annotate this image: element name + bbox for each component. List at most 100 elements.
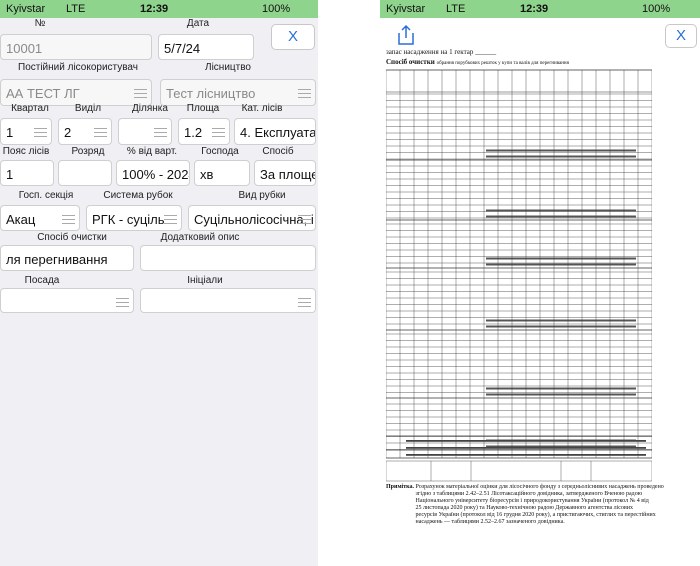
icon-line: [134, 93, 147, 94]
list-icon: [164, 215, 177, 227]
total-row: [486, 445, 636, 448]
note-line: Розрахунок матеріальної оцінки для лісос…: [415, 484, 664, 490]
network: LTE: [66, 3, 86, 15]
field-label: Кат. лісів: [241, 103, 283, 114]
icon-line: [134, 89, 147, 90]
input-field[interactable]: [0, 288, 134, 313]
icon-line: [62, 219, 75, 220]
icon-line: [298, 223, 311, 224]
field-label: Ініціали: [187, 275, 223, 286]
heading: запас насадження на 1 гектар ______: [386, 48, 497, 56]
list-icon: [298, 298, 311, 310]
field-label: Виділ: [74, 103, 102, 114]
field-label: Ділянка: [132, 103, 168, 114]
total-row: [486, 319, 636, 322]
note-line: Національного університету біоресурсів і…: [415, 498, 649, 504]
battery: 100%: [262, 3, 291, 15]
cleaning: Спосіб очистки обрання порубкових решток…: [386, 58, 569, 66]
list-icon: [116, 298, 129, 310]
field-label: Лісництво: [205, 62, 251, 73]
input-field[interactable]: [58, 160, 112, 186]
close-button[interactable]: X: [665, 24, 697, 48]
input-field[interactable]: [118, 118, 172, 145]
network: LTE: [446, 3, 466, 15]
input-field[interactable]: Тест лісництво: [160, 79, 316, 106]
icon-line: [116, 306, 129, 307]
field-label: Додатковий опис: [160, 232, 240, 243]
icon-line: [94, 136, 107, 137]
icon-line: [94, 128, 107, 129]
field-label: Спосіб очистки: [37, 232, 107, 243]
field-label: Дата: [186, 18, 210, 29]
time: 12:39: [140, 3, 169, 15]
note-line: згідно з таблицями 2.42–2.51 Лісотаксаці…: [415, 491, 643, 497]
share-icon[interactable]: [396, 24, 416, 46]
icon-line: [94, 132, 107, 133]
total-row: [486, 257, 636, 260]
total-row: [406, 454, 646, 456]
field-label: Площа: [186, 103, 220, 114]
input-field[interactable]: 4. Експлуатаці: [234, 118, 316, 145]
icon-line: [212, 136, 225, 137]
estimate-table: [386, 69, 652, 482]
note-line: насаджень — таблицями 2.52–2.67 зазначен…: [415, 519, 565, 525]
icon-line: [164, 215, 177, 216]
icon-line: [34, 136, 47, 137]
note-line: 25 листопада 2020 року) та Науково-техні…: [415, 505, 633, 511]
input-field[interactable]: АА ТЕСТ ЛГ: [0, 79, 152, 106]
input-field[interactable]: ля перегнивання: [0, 245, 134, 271]
list-icon: [212, 128, 225, 140]
field-label: Госп. секція: [18, 190, 74, 201]
close-button[interactable]: X: [271, 24, 315, 50]
icon-line: [298, 89, 311, 90]
field-label: Система рубок: [103, 190, 173, 201]
input-field[interactable]: Суцільнолісосічна, і: [188, 205, 316, 231]
input-field[interactable]: За площе: [254, 160, 316, 186]
list-icon: [62, 215, 75, 227]
field-label: №: [34, 18, 46, 29]
input-field[interactable]: [140, 245, 316, 271]
carrier: Kyivstar: [6, 3, 46, 15]
total-row: [486, 209, 636, 212]
status-bar: Kyivstar LTE 12:39 100%: [380, 0, 700, 18]
input-field[interactable]: хв: [194, 160, 250, 186]
icon-line: [62, 215, 75, 216]
input-field[interactable]: 1: [0, 118, 52, 145]
input-field[interactable]: 2: [58, 118, 112, 145]
list-icon: [298, 89, 311, 101]
list-icon: [154, 128, 167, 140]
input-field[interactable]: [140, 288, 316, 313]
input-field[interactable]: Акац: [0, 205, 80, 231]
icon-line: [34, 132, 47, 133]
field-label: Спосіб: [262, 146, 294, 157]
time: 12:39: [520, 3, 549, 15]
input-field[interactable]: 1: [0, 160, 54, 186]
icon-line: [298, 302, 311, 303]
input-field[interactable]: 1.2: [178, 118, 230, 145]
icon-line: [298, 215, 311, 216]
icon-line: [134, 97, 147, 98]
total-row: [406, 447, 646, 449]
status-bar: Kyivstar LTE 12:39 100%: [0, 0, 318, 18]
icon-line: [116, 302, 129, 303]
input-field[interactable]: 100% - 2024: [116, 160, 190, 186]
icon-line: [298, 97, 311, 98]
list-icon: [34, 128, 47, 140]
total-row: [486, 393, 636, 396]
icon-line: [154, 132, 167, 133]
carrier: Kyivstar: [386, 3, 426, 15]
field-label: Посада: [24, 275, 60, 286]
field-label: Постійний лісокористувач: [18, 62, 138, 73]
field-label: % від варт.: [126, 146, 178, 157]
field-label: Пояс лісів: [2, 146, 50, 157]
total-row: [486, 215, 636, 218]
total-row: [406, 440, 646, 442]
field-label: Господа: [201, 146, 239, 157]
input-field[interactable]: РГК - суціль: [86, 205, 182, 231]
input-field[interactable]: 5/7/24: [158, 34, 254, 60]
icon-line: [116, 298, 129, 299]
input-field[interactable]: 10001: [0, 34, 152, 60]
field-label: Вид рубки: [238, 190, 286, 201]
icon-line: [154, 136, 167, 137]
